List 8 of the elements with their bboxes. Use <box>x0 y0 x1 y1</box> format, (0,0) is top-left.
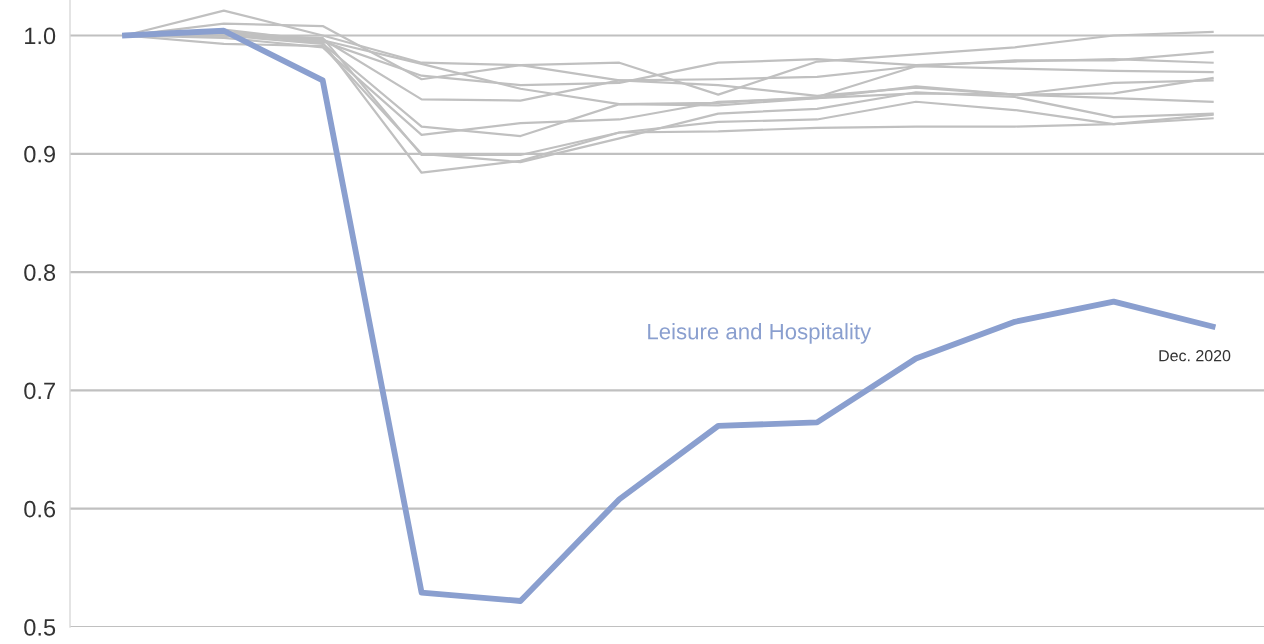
y-tick-label: 1.0 <box>25 27 56 45</box>
y-tick-label: 0.6 <box>24 500 56 518</box>
series-label: Leisure and Hospitality <box>648 323 872 344</box>
annotation: Dec. 2020 <box>1159 350 1231 362</box>
y-tick-label: 0.5 <box>24 619 56 636</box>
y-tick-label: 0.8 <box>24 264 56 281</box>
y-tick-label: 0.9 <box>24 145 55 163</box>
y-tick-label: 0.7 <box>24 382 55 400</box>
